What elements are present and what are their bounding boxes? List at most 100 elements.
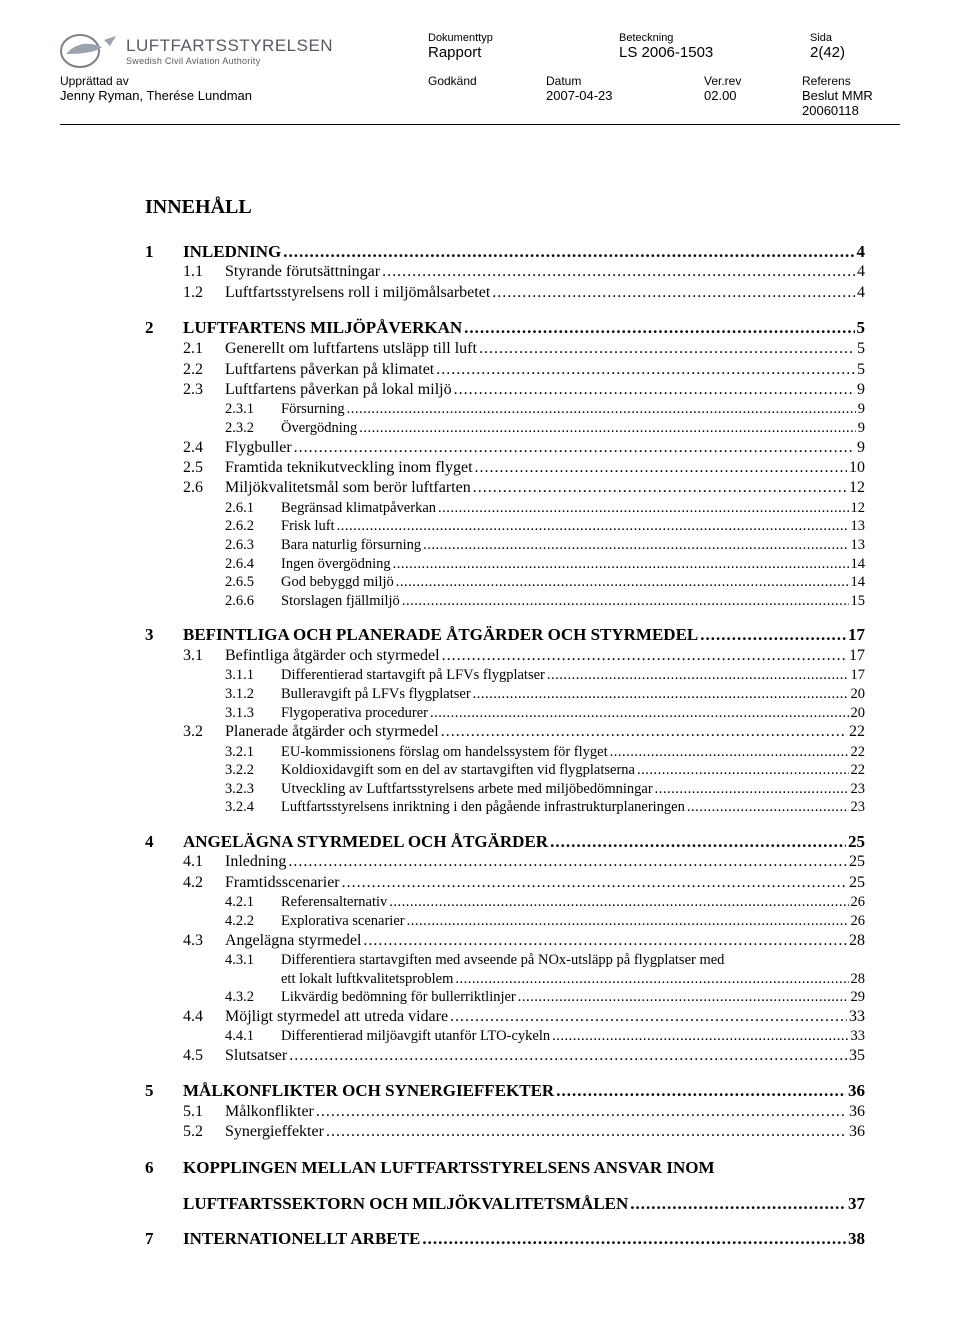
- toc-entry: 3.2Planerade åtgärder och styrmedel22: [183, 722, 865, 742]
- toc-leader-dots: [637, 761, 849, 780]
- toc-leader-dots: [473, 685, 849, 704]
- toc-entry: 2.5Framtida teknikutveckling inom flyget…: [183, 458, 865, 478]
- toc-entry-title: Luftfartens påverkan på klimatet: [225, 360, 434, 380]
- toc-entry-title: Begränsad klimatpåverkan: [281, 499, 436, 518]
- toc-entry-title: Generellt om luftfartens utsläpp till lu…: [225, 339, 477, 359]
- toc-entry-page: 5: [857, 339, 865, 359]
- toc-leader-dots: [347, 400, 856, 419]
- sida-label: Sida: [810, 32, 900, 44]
- toc-entry-title: Framtidsscenarier: [225, 873, 340, 893]
- toc-leader-dots: [337, 517, 849, 536]
- toc-entry: 3.1.2Bulleravgift på LFVs flygplatser20: [225, 685, 865, 704]
- upprattad-value: Jenny Ryman, Therése Lundman: [60, 88, 420, 103]
- toc-entry-number: 2.6.2: [225, 517, 281, 536]
- toc-entry-title: Bara naturlig försurning: [281, 536, 421, 555]
- toc-entry-page: 22: [851, 743, 866, 762]
- toc-entry-title: INLEDNING: [183, 241, 281, 263]
- toc-entry: 3.2.2Koldioxidavgift som en del av start…: [225, 761, 865, 780]
- toc-leader-dots: [342, 873, 847, 893]
- toc-entry-title: Miljökvalitetsmål som berör luftfarten: [225, 478, 471, 498]
- toc-entry-title: INTERNATIONELLT ARBETE: [183, 1228, 420, 1250]
- toc-entry-number: 4.4.1: [225, 1027, 281, 1046]
- toc-entry: 4.3.2Likvärdig bedömning för bullerriktl…: [225, 988, 865, 1007]
- doc-header: LUFTFARTSSTYRELSEN Swedish Civil Aviatio…: [60, 32, 900, 70]
- toc-entry: 4.4Möjligt styrmedel att utreda vidare33: [183, 1007, 865, 1027]
- toc-entry-title: Storslagen fjällmiljö: [281, 592, 400, 611]
- toc-entry: 3.1.1Differentierad startavgift på LFVs …: [225, 666, 865, 685]
- toc-entry-number: 2.6.1: [225, 499, 281, 518]
- toc-leader-dots: [450, 1007, 847, 1027]
- toc-leader-dots: [610, 743, 849, 762]
- toc-entry-title: Framtida teknikutveckling inom flyget: [225, 458, 473, 478]
- toc-entry-title: Differentierad miljöavgift utanför LTO-c…: [281, 1027, 550, 1046]
- logo-icon: [60, 32, 118, 70]
- toc-entry-title: Inledning: [225, 852, 286, 872]
- toc-entry-number: 2.6.4: [225, 555, 281, 574]
- toc-entry-page: 26: [851, 912, 866, 931]
- toc-entry-page: 12: [849, 478, 865, 498]
- toc-entry-number: 1.1: [183, 262, 225, 282]
- toc-entry-number: 3.1.1: [225, 666, 281, 685]
- toc-entry-title: God bebyggd miljö: [281, 573, 394, 592]
- toc-leader-dots: [479, 339, 855, 359]
- toc-leader-dots: [382, 262, 855, 282]
- toc-entry: 2.6.5God bebyggd miljö14: [225, 573, 865, 592]
- toc-entry-title: Luftfartsstyrelsens inriktning i den påg…: [281, 798, 685, 817]
- toc-entry-page: 25: [848, 831, 865, 853]
- toc-leader-dots: [473, 478, 847, 498]
- toc-entry-number: 2.3: [183, 380, 225, 400]
- toc-entry-page: 25: [849, 852, 865, 872]
- verrev-value: 02.00: [704, 88, 794, 103]
- toc-leader-dots: [464, 317, 854, 339]
- toc-entry-number: 5.2: [183, 1122, 225, 1142]
- toc-entry-number: 4.4: [183, 1007, 225, 1027]
- toc-entry: 2.3.2Övergödning9: [225, 419, 865, 438]
- toc-entry-number: 4.3: [183, 931, 225, 951]
- toc-entry-number: 2.1: [183, 339, 225, 359]
- toc-entry: 4.2.2Explorativa scenarier26: [225, 912, 865, 931]
- verrev-label: Ver.rev: [704, 74, 794, 88]
- toc-entry: 3.2.1EU-kommissionens förslag om handels…: [225, 743, 865, 762]
- toc-entry: 2.6Miljökvalitetsmål som berör luftfarte…: [183, 478, 865, 498]
- toc-entry-page: 33: [851, 1027, 866, 1046]
- toc-entry-page: 5: [857, 317, 866, 339]
- toc-entry-title: Referensalternativ: [281, 893, 387, 912]
- toc-entry-page: 17: [851, 666, 866, 685]
- toc-entry: 4.1Inledning25: [183, 852, 865, 872]
- toc-entry: 2.6.1Begränsad klimatpåverkan12: [225, 499, 865, 518]
- toc-entry-page: 20: [851, 704, 866, 723]
- toc-entry-page: 15: [851, 592, 866, 611]
- toc-entry-number: 3.2.4: [225, 798, 281, 817]
- toc-entry: 3.1.3Flygoperativa procedurer20: [225, 704, 865, 723]
- toc-entry-number: 2.2: [183, 360, 225, 380]
- toc-entry-page: 28: [849, 931, 865, 951]
- toc-entry: 4.4.1Differentierad miljöavgift utanför …: [225, 1027, 865, 1046]
- toc-entry-title: Målkonflikter: [225, 1102, 314, 1122]
- upprattad-label: Upprättad av: [60, 74, 420, 88]
- toc-entry-page: 33: [849, 1007, 865, 1027]
- toc-entry-title: Utveckling av Luftfartsstyrelsens arbete…: [281, 780, 653, 799]
- toc-entry-number: 2.5: [183, 458, 225, 478]
- godkand-label: Godkänd: [428, 74, 538, 88]
- toc-entry-page: 9: [857, 438, 865, 458]
- toc-entry: 5.2Synergieffekter36: [183, 1122, 865, 1142]
- toc-entry: 2.6.3Bara naturlig försurning13: [225, 536, 865, 555]
- toc-entry-number: 4.3.1: [225, 951, 281, 970]
- toc-entry-number: 6: [145, 1157, 183, 1179]
- toc-entry-title: EU-kommissionens förslag om handelssyste…: [281, 743, 608, 762]
- toc-leader-dots: [423, 536, 848, 555]
- toc-leader-dots: [441, 722, 847, 742]
- toc-entry-title: Frisk luft: [281, 517, 335, 536]
- toc-entry: 2.1Generellt om luftfartens utsläpp till…: [183, 339, 865, 359]
- toc-entry-page: 14: [851, 573, 866, 592]
- toc-entry-number: 1: [145, 241, 183, 263]
- toc-leader-dots: [393, 555, 849, 574]
- toc-entry-page: 26: [851, 893, 866, 912]
- toc-entry-page: 23: [851, 780, 866, 799]
- toc-entry-page: 4: [857, 262, 865, 282]
- toc-leader-dots: [442, 646, 847, 666]
- toc-entry-number: 3.1.3: [225, 704, 281, 723]
- toc-leader-dots: [550, 831, 846, 853]
- toc-leader-dots: [630, 1193, 846, 1215]
- datum-value: 2007-04-23: [546, 88, 696, 103]
